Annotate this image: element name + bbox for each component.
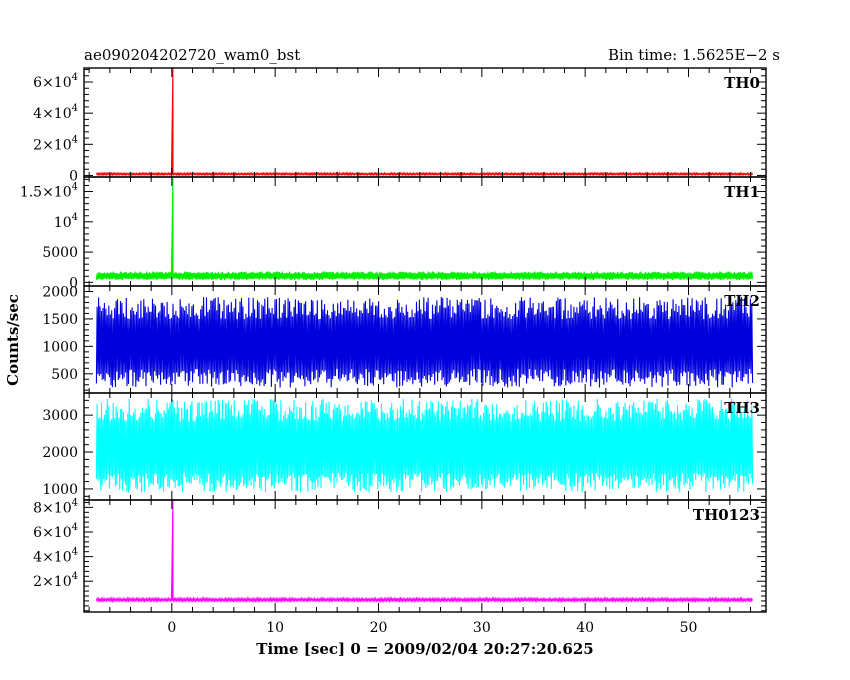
y-tick-label: 1000 (42, 339, 78, 355)
y-tick-label: 4×104 (33, 547, 78, 566)
panel-label-th0123: TH0123 (693, 506, 760, 524)
panel-label-th3: TH3 (724, 399, 760, 417)
x-tick-label: 10 (266, 620, 284, 636)
y-tick-label: 8×104 (33, 497, 78, 516)
y-tick-label: 4×104 (33, 103, 78, 122)
x-tick-label: 30 (473, 620, 491, 636)
x-tick-label: 20 (370, 620, 388, 636)
y-tick-label: 2000 (42, 445, 78, 461)
series-line-th0 (95, 68, 754, 177)
x-tick-label: 40 (576, 620, 594, 636)
panel-frame (83, 499, 767, 613)
y-axis-label: Counts/sec (4, 294, 22, 386)
y-tick-label: 1500 (42, 312, 78, 328)
y-tick-label: 6×104 (33, 72, 78, 91)
y-tick-label: 500 (51, 367, 78, 383)
panel-th2: 500 1000 1500 2000 TH2 (42, 284, 767, 394)
panel-frame (83, 176, 767, 287)
panel-frame (83, 67, 767, 178)
y-tick-label: 2000 (42, 284, 78, 300)
panel-label-th2: TH2 (724, 292, 760, 310)
y-tick-label: 3000 (42, 408, 78, 424)
x-tick-labels: 0 10 20 30 40 50 (167, 620, 697, 636)
y-tick-label: 0 (69, 275, 78, 291)
y-tick-label: 5000 (42, 245, 78, 261)
x-tick-label: 0 (167, 620, 176, 636)
panel-label-th0: TH0 (724, 74, 760, 92)
y-tick-label: 2×104 (33, 571, 78, 590)
y-tick-label: 104 (54, 212, 78, 231)
panel-label-th1: TH1 (724, 183, 760, 201)
panel-th3: 1000 2000 3000 TH3 (42, 392, 767, 501)
y-tick-label: 1.5×104 (20, 182, 78, 201)
x-tick-label: 50 (680, 620, 698, 636)
chart-title-left: ae090204202720_wam0_bst (84, 46, 300, 64)
panel-th0: 0 2×104 4×104 6×104 TH0 (33, 67, 767, 184)
panel-th0123: 2×104 4×104 6×104 8×104 TH0123 (33, 497, 767, 613)
series-line-th1 (95, 177, 754, 280)
y-tick-label: 0 (69, 168, 78, 184)
series-line-th3 (95, 398, 754, 493)
y-tick-label: 6×104 (33, 522, 78, 541)
y-tick-label: 1000 (42, 482, 78, 498)
series-line-th0123 (95, 500, 754, 604)
y-tick-label: 2×104 (33, 134, 78, 153)
series-line-th2 (95, 296, 754, 388)
x-axis-label: Time [sec] 0 = 2009/02/04 20:27:20.625 (256, 640, 593, 658)
chart-title-right: Bin time: 1.5625E−2 s (608, 46, 780, 64)
panel-th1: 0 5000 104 1.5×104 TH1 (20, 176, 767, 291)
